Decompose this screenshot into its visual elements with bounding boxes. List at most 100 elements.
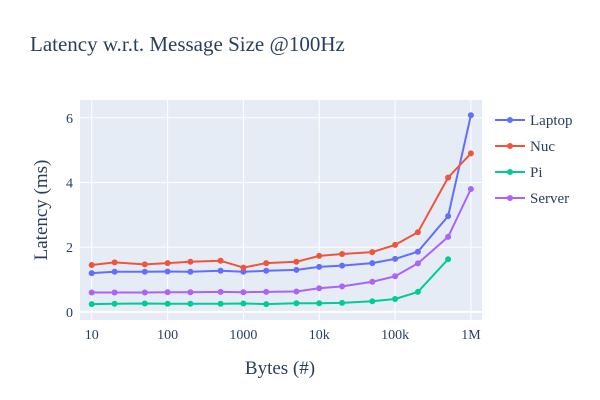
data-point-nuc (263, 260, 270, 267)
data-point-nuc (293, 258, 300, 265)
series-nuc (88, 150, 474, 271)
legend: Laptop Nuc Pi Server (495, 113, 573, 207)
y-tick-label: 6 (66, 112, 73, 127)
data-point-laptop (111, 268, 118, 275)
data-point-laptop (369, 260, 376, 267)
x-tick-label: 10k (309, 328, 330, 343)
y-axis-title: Latency (ms) (31, 160, 52, 261)
data-point-laptop (392, 255, 399, 262)
data-point-nuc (217, 257, 224, 264)
legend-swatch-marker (507, 169, 513, 175)
legend-swatch-marker (507, 143, 513, 149)
data-point-pi (339, 299, 346, 306)
data-point-laptop (263, 267, 270, 274)
data-point-server (217, 288, 224, 295)
data-point-laptop (240, 268, 247, 275)
data-point-server (316, 285, 323, 292)
data-point-server (445, 233, 452, 240)
data-point-nuc (467, 150, 474, 157)
legend-item-nuc[interactable]: Nuc (495, 139, 555, 155)
x-tick-label: 100 (157, 328, 178, 343)
chart-title: Latency w.r.t. Message Size @100Hz (30, 32, 345, 56)
data-point-nuc (164, 260, 171, 267)
data-point-pi (240, 300, 247, 307)
data-point-pi (217, 300, 224, 307)
legend-item-server[interactable]: Server (495, 191, 569, 207)
data-point-nuc (414, 229, 421, 236)
data-point-server (369, 278, 376, 285)
series-line-server (91, 188, 472, 294)
data-point-pi (445, 256, 452, 263)
data-point-nuc (240, 264, 247, 271)
data-point-server (164, 289, 171, 296)
data-point-nuc (88, 262, 95, 268)
data-point-server (111, 289, 118, 296)
data-point-server (263, 288, 270, 295)
data-point-nuc (141, 261, 148, 268)
data-point-server (392, 273, 399, 280)
legend-label: Server (530, 191, 569, 207)
legend-label: Pi (530, 165, 543, 181)
data-point-pi (141, 300, 148, 307)
data-point-pi (111, 300, 118, 307)
data-point-laptop (293, 266, 300, 273)
data-point-laptop (445, 213, 452, 220)
data-point-nuc (111, 259, 118, 266)
legend-label: Laptop (530, 113, 573, 129)
y-tick-label: 4 (66, 177, 73, 192)
data-point-server (293, 288, 300, 295)
legend-swatch-marker (507, 117, 513, 123)
data-point-server (141, 289, 148, 296)
data-point-nuc (392, 241, 399, 248)
series-line-laptop (91, 114, 472, 275)
data-point-server (88, 289, 95, 296)
data-point-server (187, 289, 194, 296)
data-point-laptop (88, 270, 95, 277)
data-point-laptop (217, 267, 224, 274)
data-point-pi (414, 288, 421, 295)
x-axis-ticks: 10 100 1000 10k 100k 1M (85, 328, 481, 343)
data-point-server (414, 260, 421, 267)
x-tick-label: 1000 (229, 328, 257, 343)
series-line-nuc (91, 152, 472, 269)
data-point-pi (164, 300, 171, 307)
data-point-pi (392, 296, 399, 302)
data-point-server (467, 186, 474, 192)
data-point-pi (369, 298, 376, 305)
data-point-nuc (339, 251, 346, 257)
grid-lines (80, 100, 482, 320)
legend-item-laptop[interactable]: Laptop (495, 113, 573, 129)
data-point-laptop (339, 262, 346, 269)
y-axis-ticks: 0 2 4 6 (66, 112, 73, 321)
series-layer (88, 112, 474, 308)
data-point-nuc (316, 252, 323, 259)
data-point-laptop (141, 268, 148, 275)
data-point-laptop (164, 268, 171, 275)
plot-area (80, 100, 482, 320)
y-tick-label: 2 (66, 241, 73, 256)
data-point-nuc (187, 258, 194, 265)
data-point-server (240, 289, 247, 296)
data-point-nuc (369, 249, 376, 256)
x-tick-label: 1M (461, 328, 481, 343)
x-axis-title: Bytes (#) (245, 358, 315, 379)
series-server (88, 186, 474, 296)
data-point-laptop (467, 112, 474, 119)
data-point-pi (316, 300, 323, 307)
y-tick-label: 0 (66, 306, 73, 321)
data-point-nuc (445, 174, 452, 181)
data-point-pi (187, 300, 194, 307)
legend-swatch-marker (507, 195, 513, 201)
data-point-pi (263, 301, 270, 308)
data-point-laptop (316, 263, 323, 270)
legend-item-pi[interactable]: Pi (495, 165, 543, 181)
data-point-laptop (187, 268, 194, 275)
data-point-pi (88, 301, 95, 308)
series-laptop (88, 112, 474, 277)
legend-label: Nuc (530, 139, 555, 155)
data-point-server (339, 283, 346, 290)
series-pi (88, 256, 452, 308)
data-point-laptop (414, 248, 421, 255)
